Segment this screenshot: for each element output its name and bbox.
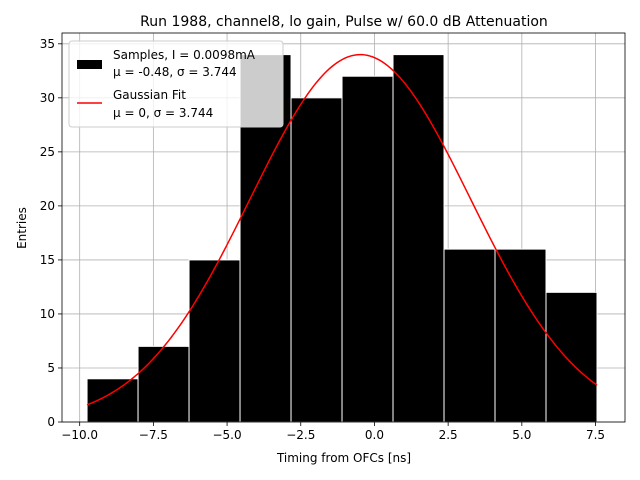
y-axis-label: Entries xyxy=(15,207,29,249)
x-tick-label: −5.0 xyxy=(212,428,241,442)
x-tick-label: 5.0 xyxy=(512,428,531,442)
histogram-bar xyxy=(188,259,241,423)
histogram-bars xyxy=(86,54,598,423)
x-tick-label: −10.0 xyxy=(61,428,98,442)
x-axis-ticks: −10.0 −7.5 −5.0 −2.5 0.0 2.5 5.0 7.5 xyxy=(61,422,605,442)
y-tick-label: 5 xyxy=(47,361,55,375)
x-axis-label: Timing from OFCs [ns] xyxy=(276,451,411,465)
gaussian-fit-line xyxy=(86,53,598,406)
x-tick-label: −2.5 xyxy=(286,428,315,442)
legend-box xyxy=(68,40,284,128)
plot-frame xyxy=(61,32,626,423)
y-tick-label: 25 xyxy=(40,145,55,159)
histogram-bar xyxy=(545,291,598,423)
histogram-bar xyxy=(86,378,139,423)
legend-samples-swatch xyxy=(77,60,102,69)
x-tick-label: −7.5 xyxy=(139,428,168,442)
legend-fit-label: Gaussian Fit xyxy=(113,88,186,102)
legend: Samples, I = 0.0098mA μ = -0.48, σ = 3.7… xyxy=(68,40,284,128)
y-tick-label: 0 xyxy=(47,415,55,429)
histogram-bar xyxy=(392,54,445,423)
y-tick-label: 30 xyxy=(40,91,55,105)
y-axis-ticks: 0 5 10 15 20 25 30 35 xyxy=(40,37,62,429)
legend-fit-stats: μ = 0, σ = 3.744 xyxy=(113,106,213,120)
legend-samples-stats: μ = -0.48, σ = 3.744 xyxy=(113,65,237,79)
y-tick-label: 10 xyxy=(40,307,55,321)
y-tick-label: 20 xyxy=(40,199,55,213)
x-tick-label: 7.5 xyxy=(586,428,605,442)
x-tick-label: 0.0 xyxy=(365,428,384,442)
x-tick-label: 2.5 xyxy=(439,428,458,442)
histogram-bar xyxy=(137,345,190,423)
histogram-bar xyxy=(443,248,496,423)
histogram-bar xyxy=(290,97,343,423)
y-tick-label: 35 xyxy=(40,37,55,51)
chart-title: Run 1988, channel8, lo gain, Pulse w/ 60… xyxy=(140,14,548,30)
y-tick-label: 15 xyxy=(40,253,55,267)
legend-samples-label: Samples, I = 0.0098mA xyxy=(113,48,256,62)
histogram-bar xyxy=(494,248,547,423)
histogram-bar xyxy=(341,75,394,423)
